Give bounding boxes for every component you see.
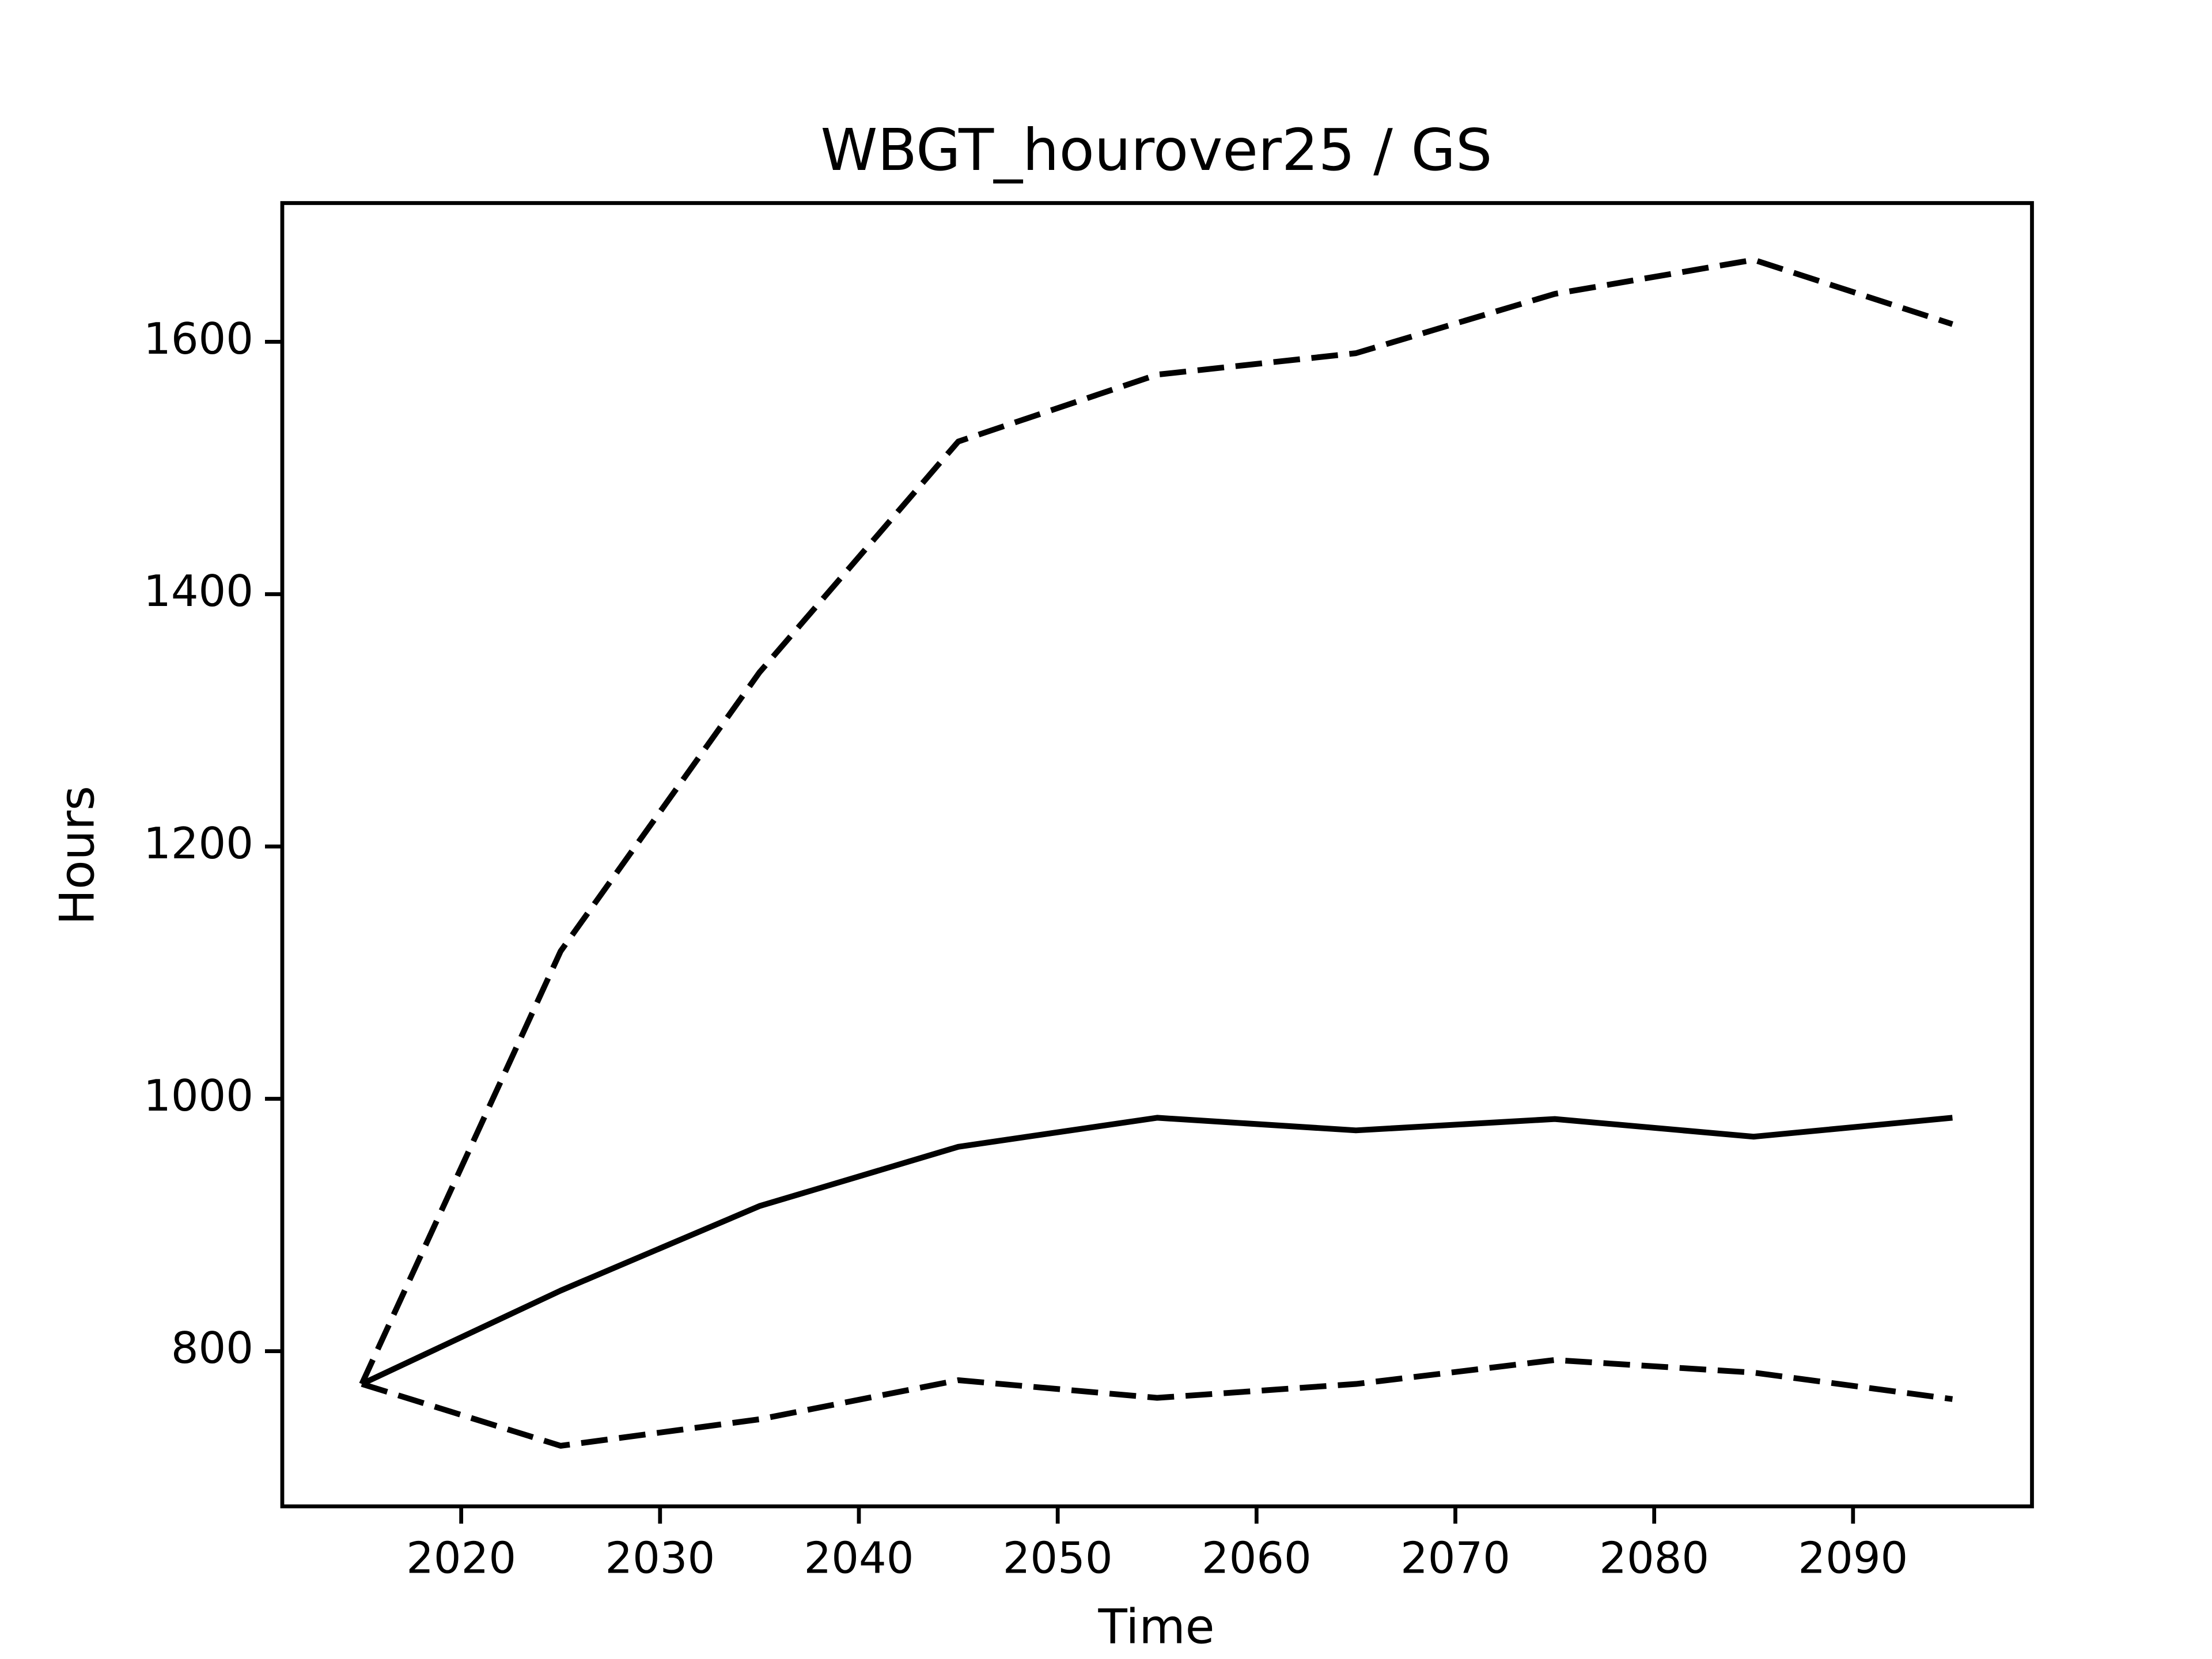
y-axis-label: Hours [50, 786, 105, 925]
chart-title: WBGT_hourover25 / GS [820, 116, 1492, 184]
y-tick-label: 1200 [143, 818, 253, 869]
series-line [359, 257, 1953, 1385]
y-tick-label: 1000 [143, 1070, 253, 1121]
series-line [361, 1357, 1953, 1449]
x-tick-label: 2080 [1599, 1533, 1709, 1584]
x-tick-label: 2090 [1798, 1533, 1908, 1584]
x-tick-label: 2040 [804, 1533, 914, 1584]
y-tick-label: 1400 [143, 566, 253, 616]
x-axis-label: Time [1098, 1599, 1215, 1654]
series-line [360, 1115, 1953, 1387]
y-tick-label: 1600 [143, 313, 253, 364]
x-tick-label: 2070 [1400, 1533, 1510, 1584]
x-tick-label: 2020 [406, 1533, 516, 1584]
y-tick-label: 800 [171, 1323, 253, 1373]
x-tick-label: 2030 [605, 1533, 715, 1584]
x-tick-label: 2050 [1003, 1533, 1113, 1584]
x-tick-label: 2060 [1202, 1533, 1312, 1584]
plot-frame [280, 201, 2034, 1509]
